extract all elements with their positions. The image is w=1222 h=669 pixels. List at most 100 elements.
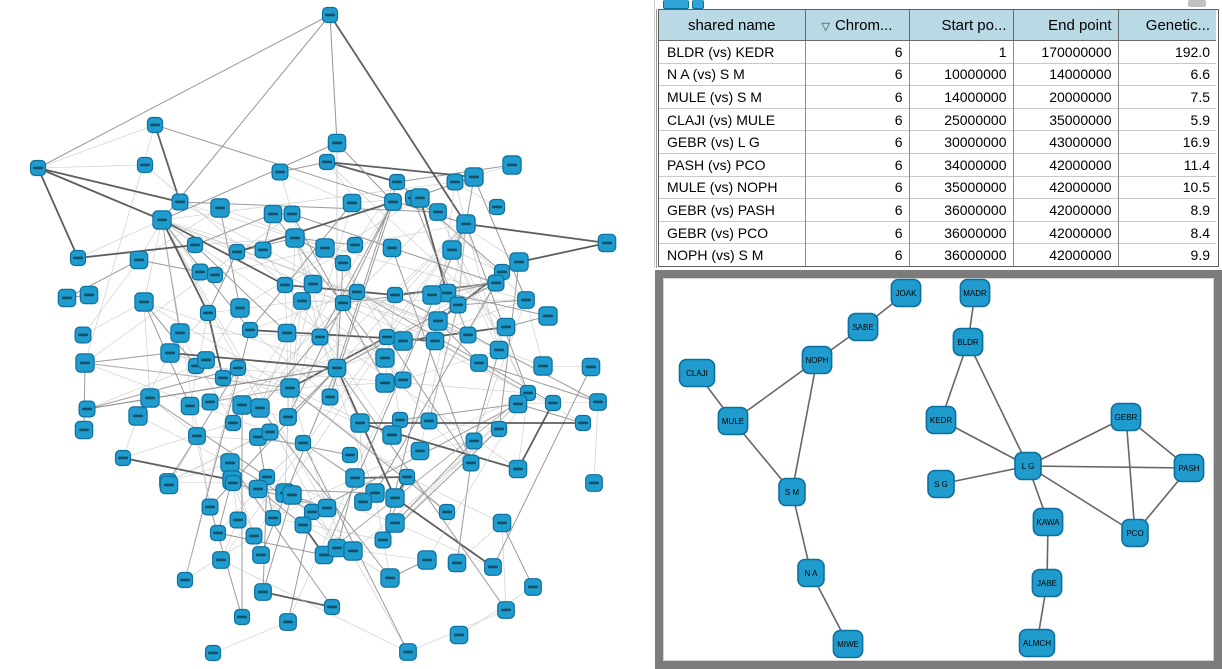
network-node[interactable]: PCO [1121,518,1149,548]
network-node[interactable] [171,193,189,211]
network-node[interactable] [294,516,312,534]
network-node[interactable] [484,558,502,576]
network-node[interactable] [429,203,447,221]
network-node[interactable] [263,204,283,224]
network-node[interactable] [170,323,190,343]
network-node[interactable] [422,285,442,305]
network-node[interactable] [136,156,154,174]
network-node[interactable] [391,411,409,429]
network-node[interactable] [201,498,219,516]
network-node[interactable] [449,625,469,645]
network-node[interactable] [410,188,430,208]
network-node[interactable] [388,173,406,191]
network-node[interactable] [374,531,392,549]
table-row[interactable]: MULE (vs) S M 6 14000000 20000000 7.5 [659,85,1216,109]
network-node[interactable] [229,511,247,529]
filter-icon[interactable]: ▽ [821,20,830,33]
network-node[interactable] [497,601,515,619]
network-node[interactable] [230,298,250,318]
network-node[interactable]: MULE [717,406,749,436]
network-node[interactable] [334,254,352,272]
network-node[interactable]: ALMCH [1018,628,1056,658]
network-node[interactable] [276,276,294,294]
network-node[interactable] [128,406,148,426]
network-node[interactable] [420,412,438,430]
network-node[interactable] [492,513,512,533]
network-node[interactable] [280,378,300,398]
network-node[interactable]: S G [927,469,955,499]
network-node[interactable] [197,351,215,369]
network-node[interactable] [74,326,92,344]
network-node[interactable]: JOAK [890,278,922,308]
table-row[interactable]: GEBR (vs) PASH 6 36000000 42000000 8.9 [659,198,1216,222]
network-node[interactable] [152,210,172,230]
network-node[interactable] [321,6,339,24]
network-node[interactable] [140,388,160,408]
network-edge[interactable] [967,341,1029,467]
network-node[interactable]: MIWE [832,629,864,659]
network-node[interactable] [254,583,272,601]
network-edge[interactable] [1027,416,1127,467]
column-header-genetic[interactable]: Genetic... [1117,10,1216,41]
network-node[interactable] [386,286,404,304]
network-node[interactable] [589,393,607,411]
column-header-start-point[interactable]: Start po... [908,10,1013,41]
network-node[interactable] [74,420,94,440]
network-node[interactable] [470,354,488,372]
network-node[interactable] [446,173,464,191]
network-node[interactable] [464,167,484,187]
table-row[interactable]: BLDR (vs) KEDR 6 1 170000000 192.0 [659,40,1216,64]
network-node[interactable] [248,479,268,499]
network-node[interactable] [214,369,232,387]
network-node[interactable] [159,475,179,495]
network-node[interactable] [382,425,402,445]
network-node[interactable] [385,513,405,533]
network-node[interactable] [375,373,395,393]
network-edge[interactable] [1125,416,1136,534]
network-node[interactable]: PASH [1173,453,1205,483]
network-node[interactable] [385,488,405,508]
table-row[interactable]: PASH (vs) PCO 6 34000000 42000000 11.4 [659,152,1216,177]
network-node[interactable] [228,243,246,261]
network-node[interactable] [354,493,372,511]
network-node[interactable] [334,294,352,312]
table-row[interactable]: GEBR (vs) L G 6 30000000 43000000 16.9 [659,130,1216,154]
network-node[interactable]: CLAJI [678,358,716,388]
network-node[interactable] [487,274,505,292]
network-node[interactable] [176,571,194,589]
network-node[interactable]: N A [797,558,825,588]
network-node[interactable] [252,546,270,564]
network-node[interactable] [574,414,592,432]
network-edge[interactable] [1027,465,1136,534]
network-node[interactable] [327,133,347,153]
network-node[interactable] [279,408,297,426]
network-node[interactable] [315,238,335,258]
network-node[interactable] [348,283,366,301]
column-header-end-point[interactable]: End point [1012,10,1118,41]
network-node[interactable] [191,263,209,281]
network-node[interactable] [129,250,149,270]
network-node[interactable] [597,233,617,253]
network-node[interactable] [581,357,601,377]
network-node[interactable] [294,434,312,452]
network-node[interactable] [29,159,47,177]
table-row[interactable]: GEBR (vs) PCO 6 36000000 42000000 8.4 [659,220,1216,244]
network-node[interactable] [277,323,297,343]
network-node[interactable]: KAWA [1032,507,1064,537]
network-node[interactable] [210,198,230,218]
network-node[interactable] [462,454,480,472]
network-node[interactable] [382,238,402,258]
network-node[interactable] [465,432,483,450]
network-node[interactable] [279,613,297,631]
table-row[interactable]: MULE (vs) NOPH 6 35000000 42000000 10.5 [659,175,1216,199]
network-node[interactable] [585,474,603,492]
network-node[interactable] [508,394,528,414]
network-node[interactable] [282,485,302,505]
network-node[interactable] [321,388,339,406]
network-node[interactable] [489,340,509,360]
network-node[interactable] [199,304,217,322]
network-node[interactable] [224,414,242,432]
network-node[interactable] [206,266,224,284]
column-header-shared-name[interactable]: shared name [659,10,805,41]
